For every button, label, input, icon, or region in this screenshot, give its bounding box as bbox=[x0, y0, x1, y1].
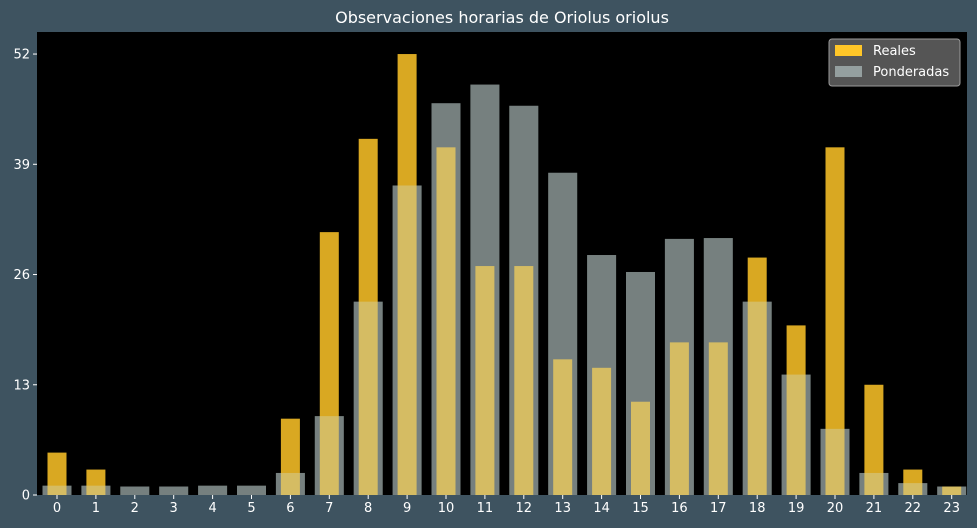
bar-reales-19 bbox=[786, 325, 806, 495]
bar-ponderadas-overlay-8 bbox=[353, 301, 383, 495]
bar-ponderadas-overlay-3 bbox=[159, 486, 189, 495]
bar-ponderadas-overlay-21 bbox=[859, 472, 889, 495]
legend-label-ponderadas: Ponderadas bbox=[873, 65, 949, 80]
plot-area bbox=[37, 32, 967, 495]
legend-swatch-reales bbox=[835, 45, 862, 56]
x-tick-label-15: 15 bbox=[632, 501, 649, 516]
bar-reales-23 bbox=[942, 486, 962, 495]
bar-ponderadas-overlay-23 bbox=[937, 486, 967, 495]
bar-ponderadas-overlay-12 bbox=[509, 105, 539, 496]
bar-ponderadas-overlay-10 bbox=[431, 103, 461, 495]
x-tick-label-10: 10 bbox=[438, 501, 455, 516]
bar-ponderadas-overlay-13 bbox=[548, 172, 578, 495]
bar-ponderadas-overlay-15 bbox=[626, 271, 655, 495]
x-tick-label-9: 9 bbox=[403, 501, 411, 516]
bar-reales-0 bbox=[47, 452, 67, 495]
bar-reales-9 bbox=[397, 54, 417, 496]
bar-ponderadas-overlay-7 bbox=[314, 416, 344, 495]
x-tick-label-12: 12 bbox=[516, 501, 533, 516]
bar-ponderadas-overlay-14 bbox=[587, 255, 617, 495]
x-tick-label-23: 23 bbox=[943, 501, 960, 516]
bar-ponderadas-overlay-17 bbox=[703, 238, 733, 496]
x-tick-label-1: 1 bbox=[92, 501, 100, 516]
legend: Reales Ponderadas bbox=[828, 38, 961, 87]
y-tick-label-13: 13 bbox=[13, 378, 30, 393]
x-tick-label-17: 17 bbox=[710, 501, 727, 516]
x-tick-label-16: 16 bbox=[671, 501, 688, 516]
y-tick-label-0: 0 bbox=[22, 489, 30, 504]
x-tick-label-2: 2 bbox=[131, 501, 139, 516]
x-tick-label-18: 18 bbox=[749, 501, 766, 516]
bar-ponderadas-overlay-6 bbox=[275, 472, 305, 495]
bar-ponderadas-overlay-16 bbox=[664, 238, 694, 495]
x-tick-label-7: 7 bbox=[325, 501, 333, 516]
bar-ponderadas-overlay-2 bbox=[120, 486, 150, 495]
bar-reales-21 bbox=[864, 384, 884, 495]
x-tick-label-11: 11 bbox=[477, 501, 494, 516]
x-tick-label-0: 0 bbox=[53, 501, 61, 516]
bar-reales-12 bbox=[514, 266, 534, 495]
bar-ponderadas-overlay-1 bbox=[81, 485, 111, 495]
x-tick-label-3: 3 bbox=[170, 501, 178, 516]
bar-ponderadas-overlay-22 bbox=[898, 483, 928, 495]
y-tick-label-26: 26 bbox=[13, 268, 30, 283]
bar-ponderadas-overlay-5 bbox=[237, 485, 266, 495]
bar-ponderadas-5 bbox=[237, 485, 266, 495]
x-tick-label-22: 22 bbox=[905, 501, 922, 516]
bar-ponderadas-overlay-0 bbox=[42, 485, 72, 495]
bar-reales-14 bbox=[592, 367, 612, 495]
bar-reales-10 bbox=[436, 147, 456, 496]
x-tick-label-20: 20 bbox=[827, 501, 844, 516]
x-tick-label-4: 4 bbox=[208, 501, 216, 516]
bar-reales-17 bbox=[708, 342, 728, 495]
y-tick-label-39: 39 bbox=[13, 158, 30, 173]
x-tick-label-21: 21 bbox=[866, 501, 883, 516]
y-axis: 0 13 26 39 52 bbox=[13, 48, 37, 504]
bar-ponderadas-3 bbox=[159, 486, 189, 495]
bar-reales-20 bbox=[825, 147, 845, 496]
y-tick-label-52: 52 bbox=[13, 48, 30, 63]
bar-reales-13 bbox=[553, 359, 573, 495]
bar-reales-15 bbox=[631, 401, 650, 495]
ponderadas-overlay bbox=[42, 84, 967, 496]
bar-ponderadas-overlay-9 bbox=[392, 185, 422, 495]
legend-swatch-ponderadas bbox=[835, 66, 862, 77]
bar-reales-8 bbox=[358, 138, 378, 495]
x-tick-label-5: 5 bbox=[247, 501, 255, 516]
bar-reales-6 bbox=[280, 418, 300, 495]
legend-label-reales: Reales bbox=[873, 44, 916, 59]
bar-reales-22 bbox=[903, 469, 923, 495]
bar-reales-11 bbox=[475, 266, 495, 495]
x-axis: 0 1 2 3 4 5 6 7 8 9 10 11 12 13 14 15 16 17 18 19 20 21 22 23 bbox=[53, 495, 960, 516]
bar-ponderadas-overlay-18 bbox=[742, 301, 772, 495]
chart-title: Observaciones horarias de Oriolus oriolu… bbox=[335, 8, 669, 27]
bar-ponderadas-overlay-11 bbox=[470, 84, 500, 496]
bar-reales-1 bbox=[86, 469, 106, 495]
bar-ponderadas-2 bbox=[120, 486, 150, 495]
bar-ponderadas-overlay-20 bbox=[820, 428, 850, 495]
x-tick-label-8: 8 bbox=[364, 501, 372, 516]
bar-ponderadas-4 bbox=[198, 485, 228, 495]
bar-ponderadas-overlay-4 bbox=[198, 485, 228, 495]
bar-reales-7 bbox=[319, 232, 339, 495]
x-tick-label-13: 13 bbox=[554, 501, 571, 516]
x-tick-label-14: 14 bbox=[593, 501, 610, 516]
x-tick-label-19: 19 bbox=[788, 501, 805, 516]
x-tick-label-6: 6 bbox=[286, 501, 294, 516]
series-reales bbox=[47, 54, 962, 496]
bar-reales-16 bbox=[669, 342, 689, 495]
bar-reales-18 bbox=[747, 257, 767, 495]
bar-ponderadas-overlay-19 bbox=[781, 374, 811, 495]
